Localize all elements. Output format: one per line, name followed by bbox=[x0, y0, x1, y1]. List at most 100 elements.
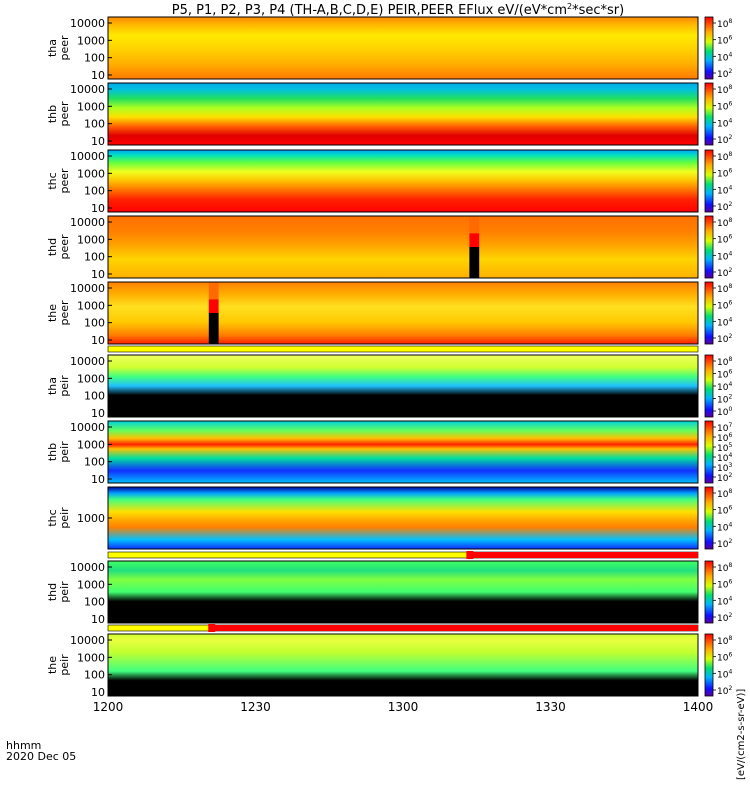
y-tick-label: 10000 bbox=[70, 282, 105, 295]
colorbar-tick-label: 106 bbox=[717, 369, 732, 381]
gap-upper bbox=[469, 216, 480, 234]
panel-label: thbpeir bbox=[46, 441, 71, 463]
colorbar-tick-label: 104 bbox=[717, 521, 732, 533]
gap-upper bbox=[208, 282, 219, 300]
y-tick-label: 1000 bbox=[77, 34, 105, 47]
colorbar bbox=[704, 149, 714, 213]
panel-the-peir: 10000 1000 100 10 thepeir 108 106 104 102 bbox=[46, 633, 732, 699]
colorbar-tick-label: 108 bbox=[717, 217, 732, 229]
colorbar bbox=[704, 420, 714, 484]
spectrogram-image bbox=[108, 17, 698, 79]
colorbar-tick-label: 108 bbox=[717, 151, 732, 163]
data-gap bbox=[208, 313, 219, 344]
panel-frame bbox=[107, 354, 699, 418]
panel-label: thepeer bbox=[46, 300, 71, 326]
panel-thd-peer: 10000 1000 100 10 thdpeer 108 106 104 102 bbox=[46, 215, 732, 281]
y-tick-label: 10 bbox=[91, 202, 105, 215]
y-tick-label: 10000 bbox=[70, 17, 105, 30]
colorbar-unit-label: [eV/(cm2-s-sr-eV)] bbox=[736, 689, 747, 780]
colorbar-tick-label: 102 bbox=[717, 333, 732, 345]
colorbar-tick-label: 106 bbox=[717, 101, 732, 113]
y-tick-label: 100 bbox=[84, 596, 105, 609]
panel-frame bbox=[107, 149, 699, 213]
spectrogram-image bbox=[108, 150, 698, 212]
colorbar bbox=[704, 486, 714, 550]
y-tick-label: 10000 bbox=[70, 421, 105, 434]
colorbar bbox=[704, 16, 714, 80]
x-axis-label-date: 2020 Dec 05 bbox=[6, 750, 76, 763]
y-tick-label: 1000 bbox=[77, 100, 105, 113]
y-tick-label: 100 bbox=[84, 251, 105, 264]
colorbar-tick-label: 104 bbox=[717, 595, 732, 607]
spectrogram-image bbox=[108, 487, 698, 549]
status-bar bbox=[107, 551, 699, 559]
colorbar bbox=[704, 281, 714, 345]
panel-frame bbox=[107, 16, 699, 80]
y-tick-label: 100 bbox=[84, 118, 105, 131]
panel-thd-peir: 10000 1000 100 10 thdpeir 108 106 104 102 bbox=[46, 560, 732, 626]
y-tick-label: 10 bbox=[91, 473, 105, 486]
colorbar-tick-label: 104 bbox=[717, 51, 732, 63]
colorbar-tick-label: 106 bbox=[717, 35, 732, 47]
colorbar-tick-label: 106 bbox=[717, 432, 732, 444]
y-tick-label: 10 bbox=[91, 69, 105, 82]
status-bar bbox=[107, 624, 699, 632]
status-bar bbox=[107, 345, 699, 353]
x-tick-label: 1200 bbox=[93, 700, 124, 714]
y-tick-label: 10000 bbox=[70, 634, 105, 647]
y-tick-label: 10 bbox=[91, 135, 105, 148]
panel-label: thapeir bbox=[46, 375, 71, 397]
gap-mid bbox=[469, 233, 480, 247]
panel-the-peer: 10000 1000 100 10 thepeer 108 106 104 102 bbox=[46, 281, 732, 347]
y-tick-label: 10 bbox=[91, 686, 105, 699]
colorbar-tick-label: 104 bbox=[717, 250, 732, 262]
y-tick-label: 10000 bbox=[70, 150, 105, 163]
colorbar-tick-label: 108 bbox=[717, 84, 732, 96]
x-tick-label: 1400 bbox=[683, 700, 714, 714]
panel-label: thcpeir bbox=[46, 507, 71, 529]
panel-tha-peer: 10000 1000 100 10 thapeer 108 106 104 102 bbox=[46, 16, 732, 82]
colorbar-tick-label: 102 bbox=[717, 538, 732, 550]
y-tick-label: 100 bbox=[84, 456, 105, 469]
colorbar-tick-label: 108 bbox=[717, 356, 732, 368]
colorbar-tick-label: 102 bbox=[717, 68, 732, 80]
y-tick-label: 1000 bbox=[77, 438, 105, 451]
figure-title: P5, P1, P2, P3, P4 (TH-A,B,C,D,E) PEIR,P… bbox=[172, 2, 624, 18]
colorbar-tick-label: 102 bbox=[717, 612, 732, 624]
panel-frame bbox=[107, 215, 699, 279]
colorbar-tick-label: 106 bbox=[717, 505, 732, 517]
colorbar-tick-label: 108 bbox=[717, 488, 732, 500]
y-tick-label: 1000 bbox=[77, 299, 105, 312]
colorbar-tick-label: 105 bbox=[717, 442, 732, 454]
colorbar-tick-label: 104 bbox=[717, 117, 732, 129]
colorbar-tick-label: 102 bbox=[717, 267, 732, 279]
x-tick-label: 1300 bbox=[388, 700, 419, 714]
colorbar-tick-label: 107 bbox=[717, 422, 732, 434]
data-gap bbox=[469, 247, 480, 278]
spectrogram-image bbox=[108, 83, 698, 145]
spectrogram-image bbox=[108, 634, 698, 696]
panel-label: thepeir bbox=[46, 654, 71, 676]
y-tick-label: 1000 bbox=[77, 578, 105, 591]
status-bar-flag-start bbox=[208, 624, 216, 632]
panel-label: thcpeer bbox=[46, 168, 71, 194]
y-tick-label: 100 bbox=[84, 52, 105, 65]
colorbar-tick-label: 106 bbox=[717, 300, 732, 312]
colorbar-tick-label: 103 bbox=[717, 462, 732, 474]
y-tick-label: 1000 bbox=[77, 512, 105, 525]
colorbar-tick-label: 106 bbox=[717, 168, 732, 180]
spectrogram-image bbox=[108, 421, 698, 483]
y-tick-label: 1000 bbox=[77, 233, 105, 246]
y-tick-label: 10 bbox=[91, 613, 105, 626]
y-tick-label: 100 bbox=[84, 185, 105, 198]
gap-mid bbox=[208, 299, 219, 313]
colorbar-tick-label: 102 bbox=[717, 685, 732, 697]
panel-label: thdpeir bbox=[46, 581, 71, 603]
colorbar-tick-label: 102 bbox=[717, 394, 732, 406]
colorbar bbox=[704, 633, 714, 697]
y-tick-label: 10000 bbox=[70, 561, 105, 574]
y-tick-label: 100 bbox=[84, 390, 105, 403]
spectrogram-image bbox=[108, 282, 698, 344]
